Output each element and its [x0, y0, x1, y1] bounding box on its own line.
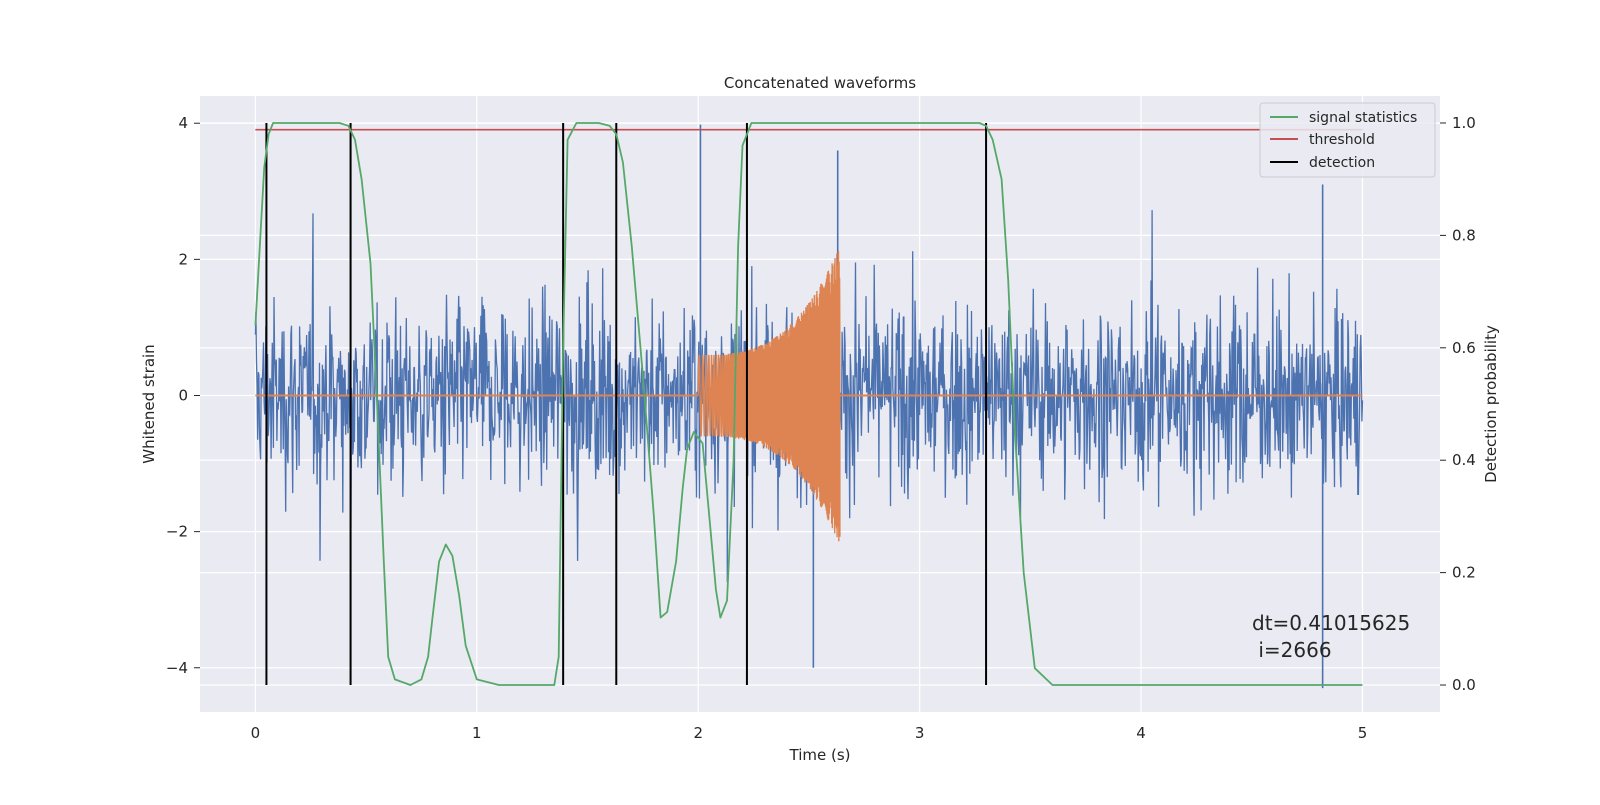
- y-tick-label: −4: [166, 659, 188, 677]
- template-chirp-line: [697, 250, 841, 542]
- y2-tick-label: 0.6: [1452, 339, 1476, 357]
- stat-layer: [254, 122, 1363, 686]
- annotation-i: i=2666: [1252, 638, 1332, 662]
- legend-box: [1259, 102, 1436, 178]
- legend-label-signal-statistics: signal statistics: [1309, 110, 1417, 126]
- y2-tick-label: 0.4: [1452, 451, 1476, 469]
- tick-layer: 0 1 2 3 4 5 −4 −2 0 2 4 0.0 0.2 0.4 0.6 0.8 1.0: [166, 114, 1476, 742]
- x-tick-label: 3: [915, 724, 925, 742]
- chart-title: Concatenated waveforms: [724, 74, 916, 92]
- legend-label-threshold: threshold: [1309, 132, 1375, 148]
- x-tick-label: 0: [251, 724, 261, 742]
- y-tick-label: −2: [166, 523, 188, 541]
- y-tick-label: 0: [178, 386, 188, 404]
- y-tick-label: 4: [178, 114, 188, 132]
- legend: signal statistics threshold detection: [1259, 102, 1436, 178]
- annotation-dt: dt=0.41015625: [1252, 611, 1410, 635]
- x-tick-label: 4: [1136, 724, 1146, 742]
- x-tick-label: 5: [1358, 724, 1368, 742]
- y2-axis-title: Detection probability: [1482, 325, 1500, 483]
- y2-tick-label: 0.8: [1452, 226, 1476, 244]
- y2-tick-label: 1.0: [1452, 114, 1476, 132]
- signal-statistics-line: [254, 122, 1363, 686]
- x-tick-label: 2: [693, 724, 703, 742]
- x-axis-title: Time (s): [789, 746, 851, 764]
- y2-tick-label: 0.2: [1452, 564, 1476, 582]
- legend-label-detection: detection: [1309, 155, 1375, 171]
- y2-tick-label: 0.0: [1452, 676, 1476, 694]
- y-tick-label: 2: [178, 250, 188, 268]
- y-axis-title: Whitened strain: [140, 344, 158, 463]
- template-layer: [255, 250, 1363, 542]
- x-tick-label: 1: [472, 724, 482, 742]
